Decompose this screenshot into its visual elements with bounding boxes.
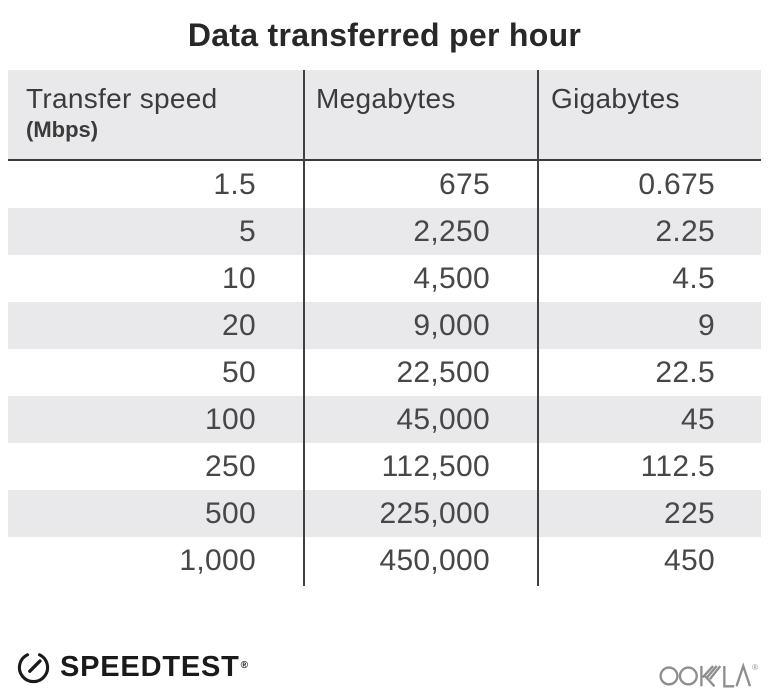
table-cell: 100 (205, 403, 256, 436)
table-cell: 5 (239, 215, 256, 248)
table-cell: 225 (664, 497, 715, 530)
table-cell: 2,250 (413, 215, 490, 248)
registered-trademark-symbol: ® (752, 663, 758, 672)
registered-trademark-symbol: ® (240, 660, 249, 671)
table-cell: 2.25 (655, 215, 715, 248)
table-cell: 0.675 (638, 168, 715, 201)
column-header-megabytes: Megabytes (304, 70, 539, 159)
table-body: 1.5 675 0.675 5 2,250 2.25 10 4,500 4.5 20 9,000 9 5… (8, 161, 761, 584)
table-row: 20 9,000 9 (8, 302, 761, 349)
table-cell: 20 (222, 309, 256, 342)
table-cell: 22.5 (655, 356, 715, 389)
table-cell: 1.5 (213, 168, 256, 201)
table-header-row: Transfer speed (Mbps) Megabytes Gigabyte… (8, 70, 761, 161)
speedtest-wordmark: SPEEDTEST (60, 651, 240, 683)
table-row: 5 2,250 2.25 (8, 208, 761, 255)
table-cell: 45 (681, 403, 715, 436)
table-row: 250 112,500 112.5 (8, 443, 761, 490)
table-row: 1,000 450,000 450 (8, 537, 761, 584)
column-header-label: Transfer speed (26, 83, 218, 114)
column-header-transfer-speed: Transfer speed (Mbps) (8, 70, 304, 159)
column-header-gigabytes: Gigabytes (539, 70, 761, 159)
column-divider (537, 70, 539, 586)
page-title: Data transferred per hour (187, 17, 582, 53)
table-cell: 675 (439, 168, 490, 201)
data-table: Transfer speed (Mbps) Megabytes Gigabyte… (8, 70, 761, 586)
table-row: 500 225,000 225 (8, 490, 761, 537)
table-cell: 9 (698, 309, 715, 342)
ookla-wordmark-icon (657, 662, 753, 694)
table-cell: 250 (205, 450, 256, 483)
table-cell: 9,000 (413, 309, 490, 342)
table-cell: 50 (222, 356, 256, 389)
table-cell: 450,000 (379, 544, 490, 577)
table-cell: 4.5 (672, 262, 715, 295)
speedtest-gauge-icon (16, 650, 51, 685)
table-row: 100 45,000 45 (8, 396, 761, 443)
table-cell: 10 (222, 262, 256, 295)
column-header-sublabel: (Mbps) (26, 117, 99, 142)
column-header-label: Gigabytes (551, 83, 680, 114)
table-cell: 500 (205, 497, 256, 530)
speedtest-logo: SPEEDTEST ® (16, 650, 249, 685)
table-row: 1.5 675 0.675 (8, 161, 761, 208)
table-cell: 112.5 (640, 450, 715, 483)
table-cell: 45,000 (396, 403, 490, 436)
table-row: 10 4,500 4.5 (8, 255, 761, 302)
ookla-logo: ® (657, 662, 759, 694)
table-row: 50 22,500 22.5 (8, 349, 761, 396)
table-cell: 1,000 (179, 544, 256, 577)
column-header-label: Megabytes (316, 83, 456, 114)
table-cell: 22,500 (396, 356, 490, 389)
table-cell: 4,500 (413, 262, 490, 295)
table-cell: 225,000 (379, 497, 490, 530)
table-cell: 450 (664, 544, 715, 577)
table-cell: 112,500 (381, 450, 490, 483)
column-divider (303, 70, 305, 586)
